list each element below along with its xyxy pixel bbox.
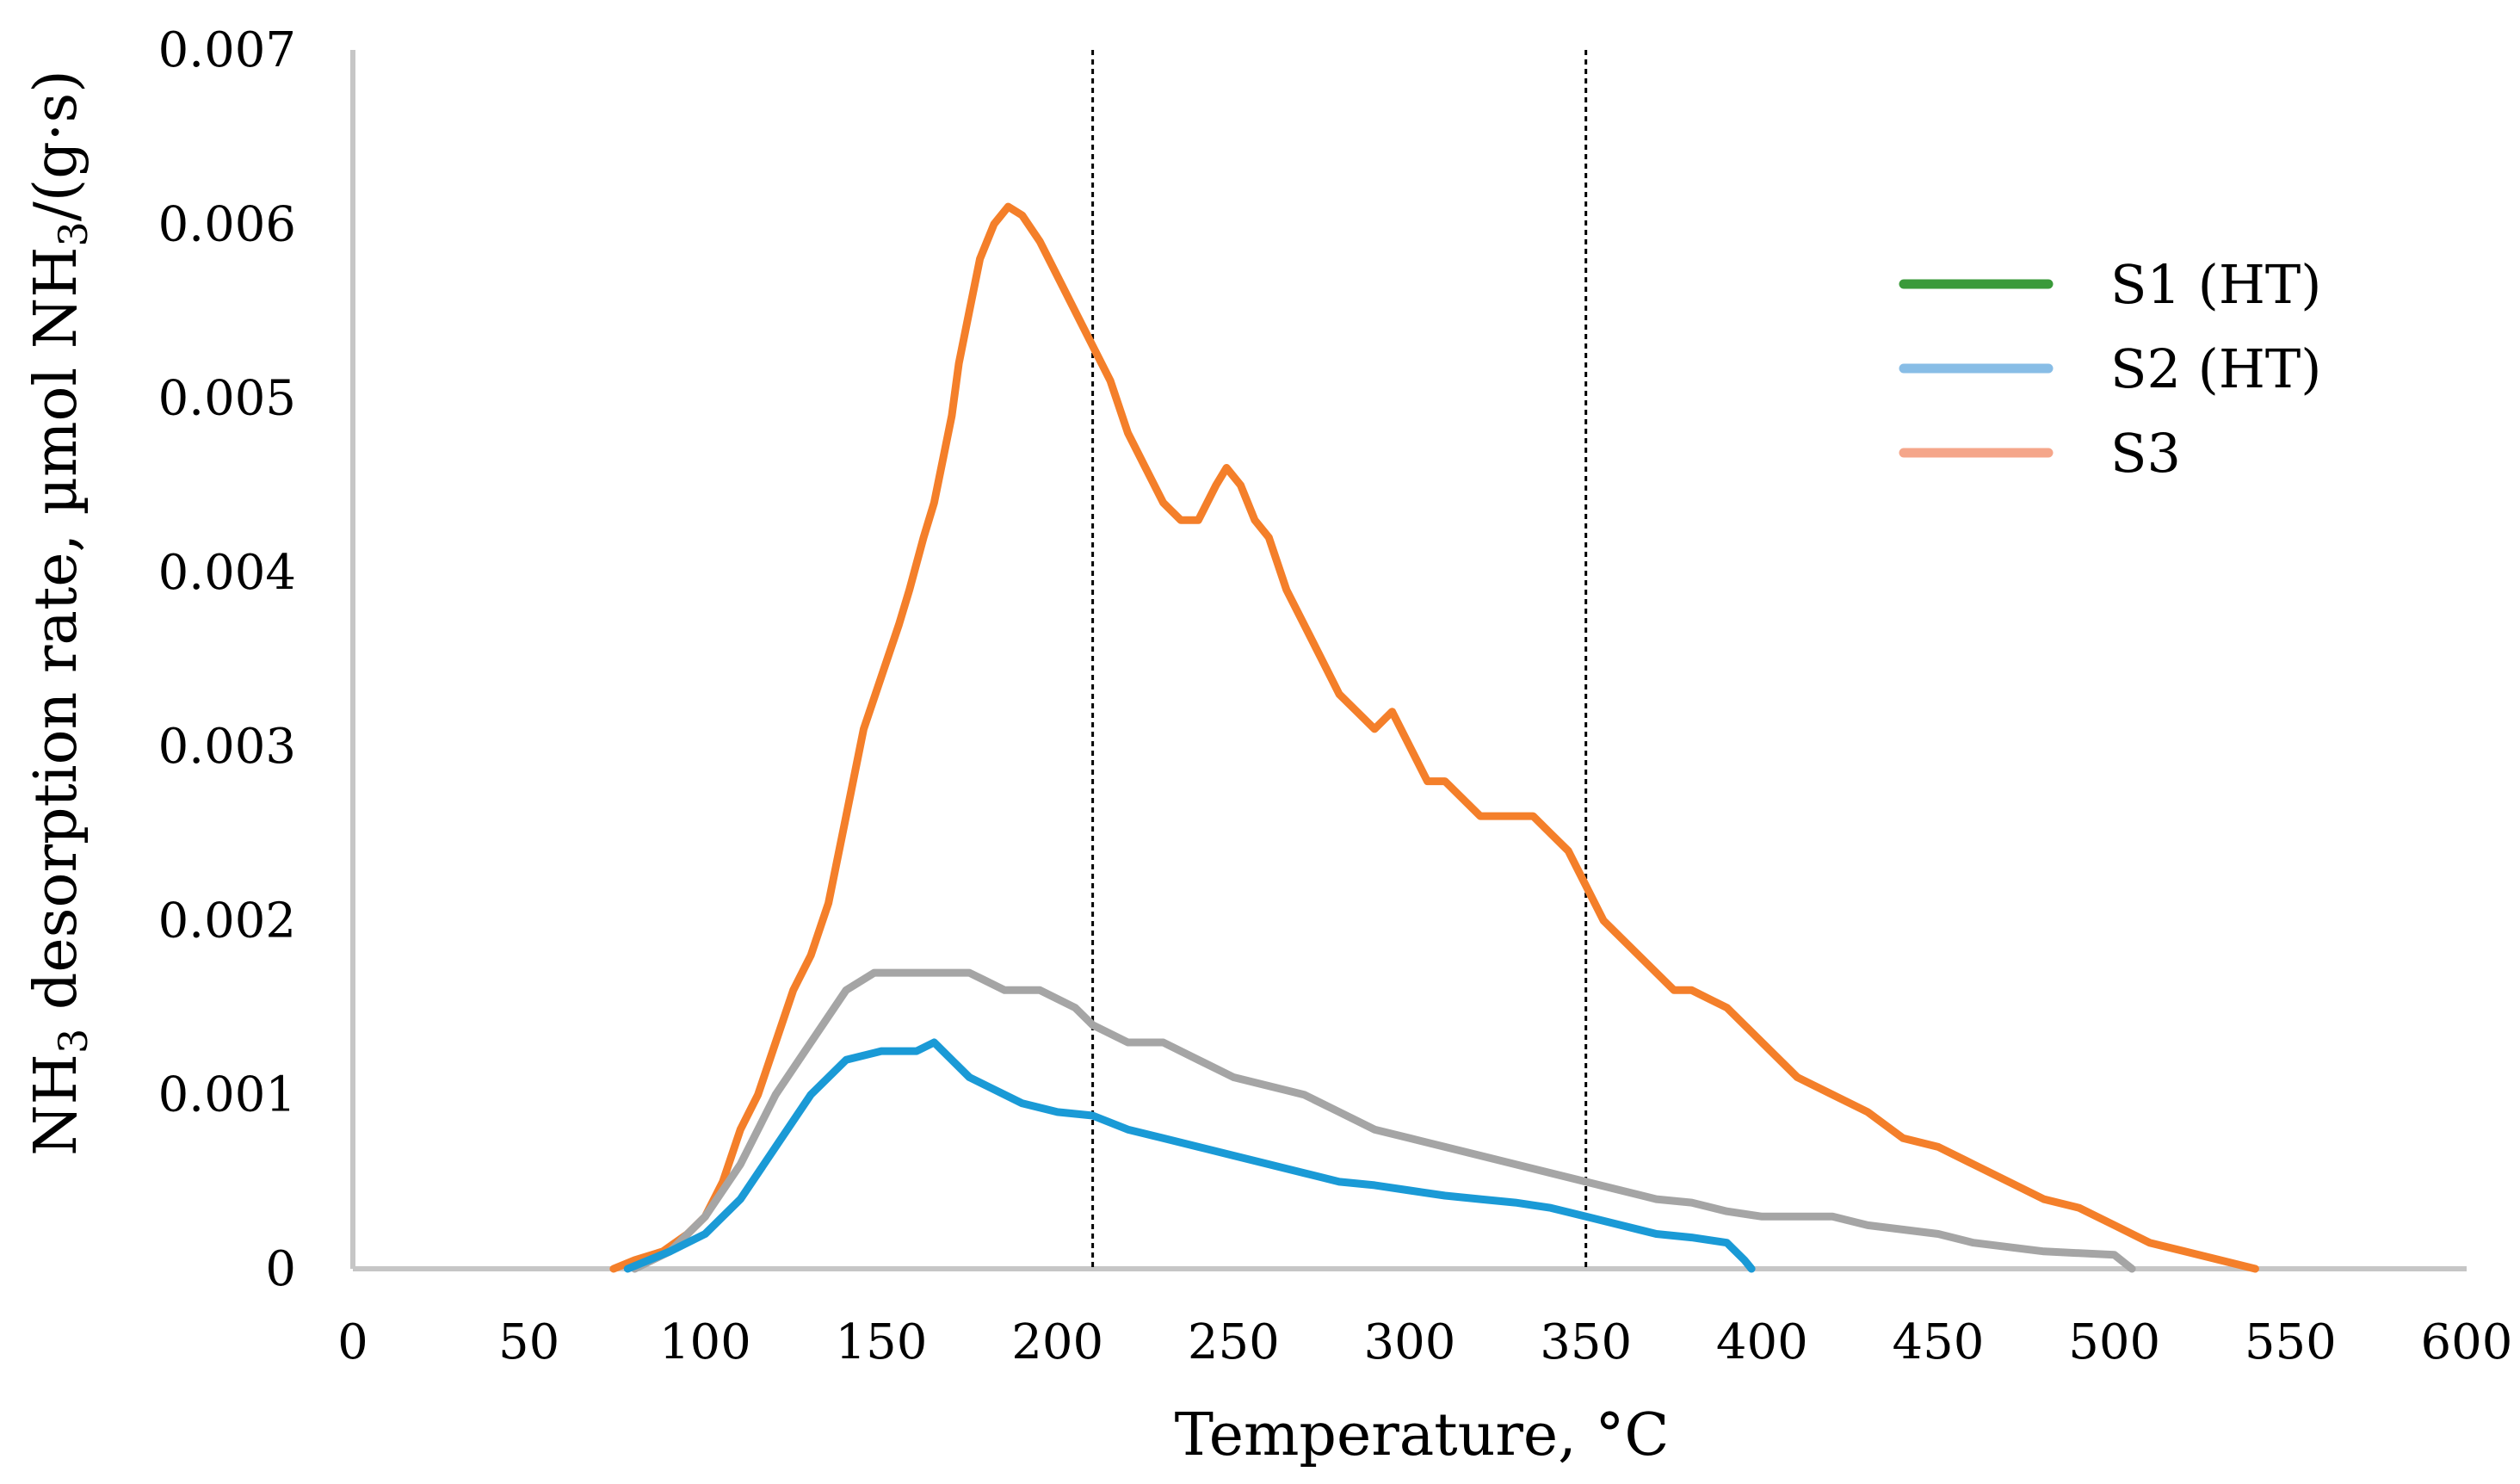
y-tick-label: 0.004 <box>158 545 296 601</box>
x-tick-label: 400 <box>1716 1314 1808 1370</box>
x-tick-label: 50 <box>498 1314 559 1370</box>
x-tick-label: 550 <box>2245 1314 2337 1370</box>
y-tick-label: 0.003 <box>158 719 296 775</box>
x-tick-label: 500 <box>2068 1314 2160 1370</box>
x-tick-label: 350 <box>1540 1314 1632 1370</box>
legend-label: S2 (HT) <box>2110 337 2321 400</box>
y-tick-label: 0.002 <box>158 893 296 949</box>
x-tick-label: 450 <box>1893 1314 1985 1370</box>
y-axis-ticks: 0 0.001 0.002 0.003 0.004 0.005 0.006 0.007 <box>158 22 296 1297</box>
y-tick-label: 0.007 <box>158 22 296 78</box>
series-line-gray <box>631 968 2136 1273</box>
x-axis-title: Temperature, °C <box>1175 1401 1670 1469</box>
x-tick-label: 600 <box>2421 1314 2513 1370</box>
y-tick-label: 0.005 <box>158 371 296 427</box>
y-axis-title: NH3 desorption rate, µmol NH3/(g·s) <box>22 70 96 1156</box>
y-tick-label: 0.006 <box>158 196 296 252</box>
legend-label: S1 (HT) <box>2110 253 2321 316</box>
x-tick-label: 100 <box>659 1314 751 1370</box>
x-tick-label: 0 <box>337 1314 368 1370</box>
x-tick-label: 300 <box>1364 1314 1456 1370</box>
x-axis-ticks: 0 50 100 150 200 250 300 350 400 450 500 550 600 <box>337 1314 2512 1370</box>
legend: S1 (HT) S2 (HT) S3 <box>1899 253 2321 485</box>
x-tick-label: 150 <box>836 1314 928 1370</box>
plot-lines <box>350 50 2467 1271</box>
x-tick-label: 200 <box>1011 1314 1103 1370</box>
series-layer <box>609 202 2259 1273</box>
y-tick-label: 0 <box>265 1241 296 1297</box>
series-line-orange <box>609 202 2259 1273</box>
y-tick-label: 0.001 <box>158 1067 296 1123</box>
series-line-blue <box>623 1038 1756 1273</box>
x-tick-label: 250 <box>1188 1314 1280 1370</box>
legend-label: S3 <box>2110 422 2181 485</box>
